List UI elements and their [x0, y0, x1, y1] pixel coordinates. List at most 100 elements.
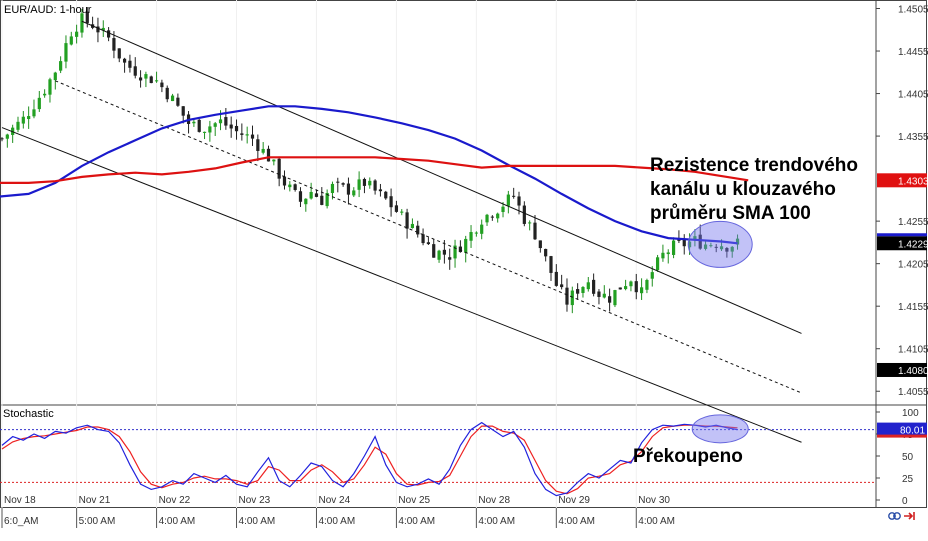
- candle-body: [687, 241, 692, 248]
- candle-body: [48, 79, 52, 95]
- candle-body: [266, 148, 271, 162]
- candle-body: [416, 225, 420, 235]
- candle-body: [16, 121, 20, 130]
- candle-body: [581, 287, 585, 294]
- candle-body: [245, 134, 249, 136]
- candle-body: [666, 252, 670, 255]
- candle-body: [650, 272, 654, 279]
- candle-body: [229, 124, 233, 129]
- x-time-label: 4:00 AM: [159, 516, 196, 527]
- candle-body: [373, 180, 377, 191]
- price-tick-label: 1.4105: [898, 345, 928, 356]
- candle-body: [725, 248, 729, 252]
- price-tick-label: 1.4155: [898, 302, 928, 313]
- candle-body: [304, 198, 308, 205]
- stoch-tick-label: 100: [902, 408, 919, 419]
- price-tag-label: 1.4303: [898, 176, 928, 187]
- candle-body: [112, 38, 116, 51]
- candle-body: [288, 184, 292, 188]
- candle-body: [170, 95, 175, 102]
- resistance-ellipse: [687, 220, 753, 268]
- candle-body: [698, 234, 702, 249]
- x-time-label: 5:00 AM: [79, 516, 116, 527]
- stoch-value-box: [877, 422, 927, 437]
- chart-title: EUR/AUD: 1-hour: [4, 4, 92, 16]
- candle-body: [469, 232, 473, 241]
- overbought-ellipse: [691, 414, 749, 444]
- candle-body: [485, 214, 489, 223]
- candle-body: [410, 223, 415, 229]
- annotation-line-2: kanálu u klouzavého: [650, 179, 836, 200]
- sma-line-1: [0, 156, 749, 184]
- overbought-label: Překoupeno: [633, 446, 743, 467]
- x-day-label: Nov 24: [318, 495, 350, 506]
- candle-body: [160, 82, 164, 88]
- price-tag-label: 1.4229: [898, 239, 928, 250]
- x-day-label: Nov 25: [398, 495, 430, 506]
- candle-body: [357, 179, 361, 190]
- candle-body: [528, 222, 532, 224]
- candle-body: [490, 216, 494, 218]
- x-day-label: Nov 23: [239, 495, 271, 506]
- candle-body: [730, 246, 734, 252]
- sma-line-0: [0, 105, 738, 245]
- candle-body: [101, 27, 105, 31]
- candle-body: [394, 205, 399, 212]
- price-tick-label: 1.4355: [898, 132, 928, 143]
- candle-body: [192, 121, 196, 124]
- candle-body: [693, 236, 697, 241]
- candle-body: [368, 180, 372, 186]
- candle-body: [336, 181, 340, 183]
- candle-body: [464, 238, 468, 253]
- candle-body: [400, 211, 404, 213]
- candle-body: [714, 246, 718, 248]
- channel-lower-line: [1, 127, 802, 443]
- candle-body: [352, 190, 356, 196]
- candle-body: [709, 245, 713, 247]
- candle-body: [671, 240, 676, 255]
- x-day-label: Nov 29: [558, 495, 590, 506]
- candle-body: [661, 252, 665, 259]
- candle-body: [442, 249, 446, 255]
- candle-body: [474, 232, 478, 234]
- price-tag-box: [877, 173, 927, 188]
- channel-upper-line: [81, 20, 802, 334]
- candle-body: [309, 191, 313, 199]
- x-time-label: 4:00 AM: [318, 516, 355, 527]
- stoch-value-label: 80.01: [900, 426, 925, 437]
- candle-body: [107, 30, 111, 38]
- price-tick-label: 1.4205: [898, 260, 928, 271]
- candle-body: [133, 66, 137, 76]
- x-time-label: 6:0_AM: [4, 516, 38, 527]
- candle-body: [208, 126, 212, 133]
- x-day-label: Nov 18: [4, 495, 36, 506]
- arrow-right-icon[interactable]: [904, 512, 915, 520]
- candle-body: [629, 281, 633, 287]
- candle-body: [592, 279, 596, 294]
- candle-body: [27, 116, 31, 120]
- candle-body: [506, 194, 510, 206]
- candle-body: [282, 176, 287, 186]
- candle-body: [314, 193, 319, 197]
- x-day-label: Nov 30: [638, 495, 670, 506]
- candle-body: [613, 290, 617, 306]
- candle-body: [240, 133, 244, 135]
- candle-body: [325, 192, 329, 207]
- candle-body: [570, 290, 574, 306]
- price-tick-label: 1.4405: [898, 90, 928, 101]
- candle-body: [218, 119, 223, 124]
- candle-body: [85, 11, 89, 23]
- candle-body: [362, 178, 367, 186]
- price-tag-box: [877, 236, 927, 251]
- link-icon[interactable]: [888, 512, 901, 520]
- candle-body: [256, 139, 260, 151]
- candle-body: [405, 212, 409, 229]
- footer-icons: [888, 512, 915, 520]
- candle-body: [512, 195, 516, 197]
- candle-body: [341, 183, 345, 185]
- candle-body: [181, 106, 185, 116]
- candle-body: [549, 256, 553, 273]
- channel-mid-line: [55, 80, 802, 394]
- candle-body: [59, 61, 63, 71]
